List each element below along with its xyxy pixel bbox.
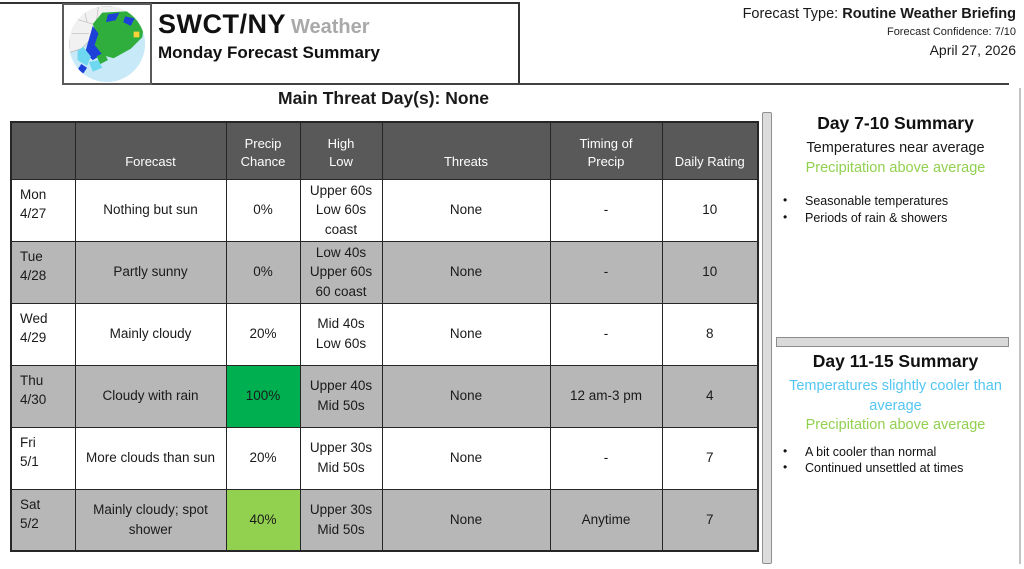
temperature-outlook: Temperatures slightly cooler than averag… <box>789 378 1002 414</box>
forecast-confidence: Forecast Confidence: 7/10 <box>886 26 1016 38</box>
bullet-item: • Continued unsettled at times <box>783 460 964 476</box>
table-row: Thu 4/30 Cloudy with rain 100% Upper 40s… <box>10 364 759 428</box>
forecast-table: Forecast Precip Chance High Low Threats … <box>10 121 759 552</box>
forecast-cell: More clouds than sun <box>74 426 227 490</box>
day-7-10-summary: Day 7-10 Summary Temperatures near avera… <box>775 113 1016 226</box>
temperature-outlook: Temperatures near average <box>806 140 985 156</box>
forecast-meta-block: Forecast Type: Routine Weather Briefing … <box>743 6 1016 58</box>
rating-cell: 7 <box>661 426 759 490</box>
header-vertical-rule <box>518 2 520 84</box>
day-11-15-summary: Day 11-15 Summary Temperatures slightly … <box>775 351 1016 477</box>
col-timing: Timing of Precip <box>549 121 663 180</box>
summary-title: Day 11-15 Summary <box>812 351 979 371</box>
high-low-cell: Low 40s Upper 60s 60 coast <box>299 240 383 304</box>
col-daily-rating: Daily Rating <box>661 121 759 180</box>
bullet-item: • A bit cooler than normal <box>783 443 937 459</box>
vertical-scrollbar[interactable] <box>762 112 772 564</box>
slide-subtitle: Monday Forecast Summary <box>158 43 381 62</box>
bullet-icon: • <box>783 460 788 475</box>
day-cell: Mon 4/27 <box>10 178 76 242</box>
day-cell: Thu 4/30 <box>10 364 76 428</box>
rating-cell: 10 <box>661 178 759 242</box>
table-row: Fri 5/1 More clouds than sun 20% Upper 3… <box>10 426 759 490</box>
threats-cell: None <box>381 240 551 304</box>
summary-bullets: • A bit cooler than normal • Continued uns… <box>775 444 1016 477</box>
timing-cell: 12 am-3 pm <box>549 364 663 428</box>
threats-cell: None <box>381 426 551 490</box>
table-header-row: Forecast Precip Chance High Low Threats … <box>10 121 759 180</box>
forecast-cell: Mainly cloudy; spot shower <box>74 488 227 552</box>
table-row: Tue 4/28 Partly sunny 0% Low 40s Upper 6… <box>10 240 759 304</box>
forecast-cell: Cloudy with rain <box>74 364 227 428</box>
high-low-cell: Upper 60s Low 60s coast <box>299 178 383 242</box>
precip-outlook: Precipitation above average <box>805 159 986 176</box>
table-row: Sat 5/2 Mainly cloudy; spot shower 40% U… <box>10 488 759 552</box>
bullet-icon: • <box>783 443 788 458</box>
header-top-rule <box>0 2 520 4</box>
table-row: Wed 4/29 Mainly cloudy 20% Mid 40s Low 6… <box>10 302 759 366</box>
rating-cell: 8 <box>661 302 759 366</box>
bullet-icon: • <box>783 209 788 224</box>
precip-cell: 40% <box>225 488 301 552</box>
summary-bullets: • Seasonable temperatures • Periods of rai… <box>775 193 1016 226</box>
header-bottom-rule <box>62 83 1009 85</box>
day-cell: Fri 5/1 <box>10 426 76 490</box>
forecast-cell: Partly sunny <box>74 240 227 304</box>
forecast-cell: Nothing but sun <box>74 178 227 242</box>
radar-map-icon <box>68 5 146 83</box>
day-cell: Wed 4/29 <box>10 302 76 366</box>
day-cell: Sat 5/2 <box>10 488 76 552</box>
precip-cell: 20% <box>225 302 301 366</box>
bullet-item: • Seasonable temperatures <box>783 193 949 209</box>
rating-cell: 7 <box>661 488 759 552</box>
forecast-type-line: Forecast Type: Routine Weather Briefing <box>743 6 1016 22</box>
rating-cell: 4 <box>661 364 759 428</box>
threats-cell: None <box>381 488 551 552</box>
forecast-cell: Mainly cloudy <box>74 302 227 366</box>
col-forecast: Forecast <box>74 121 227 180</box>
table-row: Mon 4/27 Nothing but sun 0% Upper 60s Lo… <box>10 178 759 242</box>
timing-cell: - <box>549 178 663 242</box>
col-threats: Threats <box>381 121 551 180</box>
brand-name: SWCT/NY <box>158 9 286 39</box>
precip-outlook: Precipitation above average <box>805 417 986 434</box>
threats-cell: None <box>381 178 551 242</box>
timing-cell: - <box>549 302 663 366</box>
col-precip-chance: Precip Chance <box>225 121 301 180</box>
timing-cell: Anytime <box>549 488 663 552</box>
precip-cell: 0% <box>225 240 301 304</box>
high-low-cell: Mid 40s Low 60s <box>299 302 383 366</box>
radar-logo-box <box>62 3 152 85</box>
high-low-cell: Upper 40s Mid 50s <box>299 364 383 428</box>
precip-cell: 100% <box>225 364 301 428</box>
high-low-cell: Upper 30s Mid 50s <box>299 426 383 490</box>
section-divider-bar <box>776 337 1009 347</box>
brand-block: SWCT/NY Weather Monday Forecast Summary <box>158 9 380 63</box>
threats-cell: None <box>381 364 551 428</box>
timing-cell: - <box>549 426 663 490</box>
brand-suffix: Weather <box>291 16 370 38</box>
forecast-type-value: Routine Weather Briefing <box>842 6 1016 22</box>
forecast-date: April 27, 2026 <box>929 42 1016 58</box>
day-cell: Tue 4/28 <box>10 240 76 304</box>
main-threat-heading: Main Threat Day(s): None <box>278 88 489 108</box>
forecast-type-label: Forecast Type: <box>742 6 843 22</box>
col-day <box>10 121 76 180</box>
high-low-cell: Upper 30s Mid 50s <box>299 488 383 552</box>
precip-cell: 20% <box>225 426 301 490</box>
bullet-icon: • <box>783 193 788 208</box>
col-high-low: High Low <box>299 121 383 180</box>
right-edge-rule <box>1019 88 1021 564</box>
rating-cell: 10 <box>661 240 759 304</box>
summary-title: Day 7-10 Summary <box>817 113 974 133</box>
threats-cell: None <box>381 302 551 366</box>
bullet-item: • Periods of rain & showers <box>783 209 948 225</box>
timing-cell: - <box>549 240 663 304</box>
precip-cell: 0% <box>225 178 301 242</box>
